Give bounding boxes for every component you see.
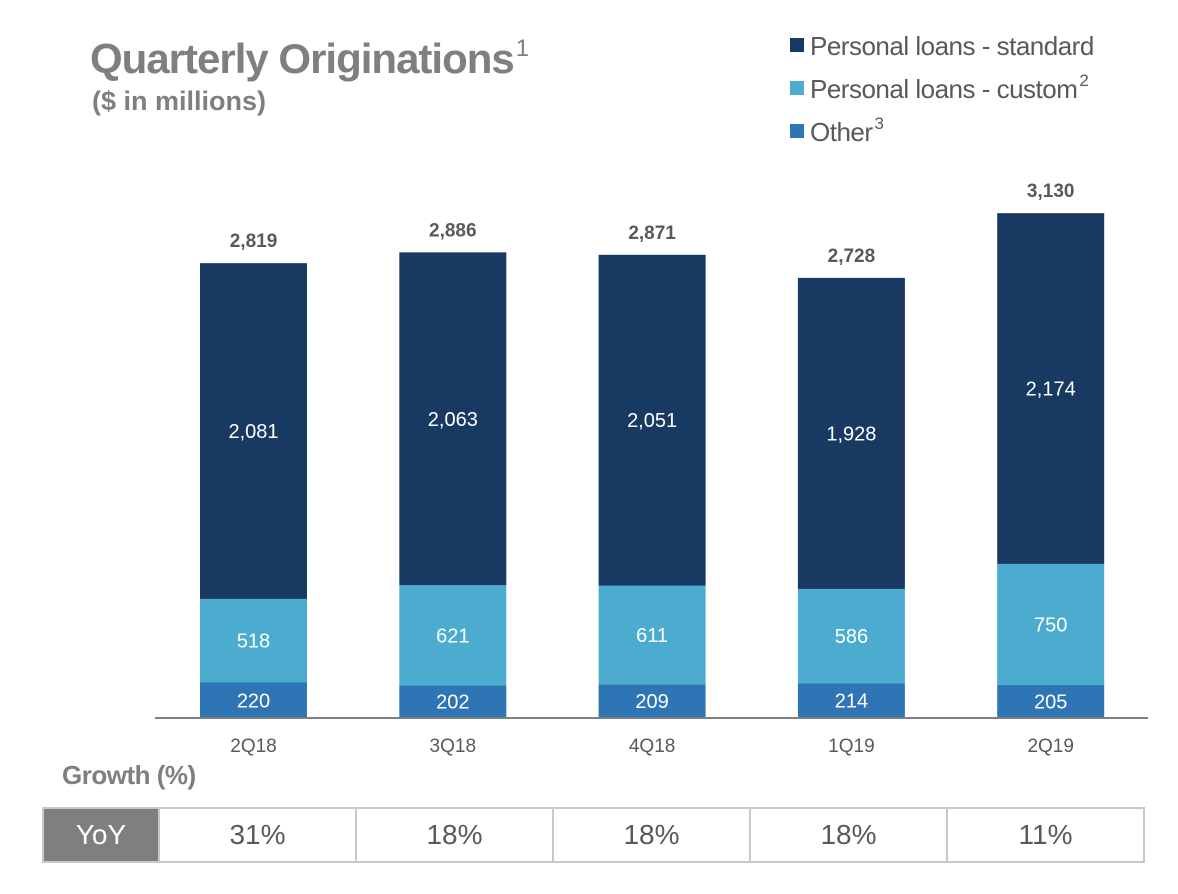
bar-segment-custom: [997, 563, 1105, 685]
growth-title: Growth (%): [62, 760, 196, 790]
x-tick-label: 2Q19: [1027, 736, 1073, 757]
bar-segment-label: 214: [835, 691, 868, 713]
growth-cell: 18%: [552, 807, 751, 863]
x-axis-labels: 2Q18 3Q18 4Q18 1Q19 2Q19: [230, 736, 1074, 757]
bar-segment-other: [797, 683, 905, 718]
bar-segment-label: 209: [635, 691, 668, 713]
bar-segment-label: 2,051: [627, 410, 677, 432]
legend-label: Personal loans - standard: [810, 31, 1094, 61]
growth-cell: 18%: [355, 807, 554, 863]
bar-segment-standard: [399, 252, 507, 586]
bar-segment-custom: [399, 585, 507, 686]
growth-table: YoY 31% 18% 18% 18% 11%: [42, 807, 1145, 863]
bar-segment-label: 2,063: [428, 409, 478, 431]
growth-cell: 31%: [158, 807, 357, 863]
bar-total-label: 3,130: [1027, 181, 1075, 202]
bar-segment-label: 621: [436, 625, 469, 647]
bar-segment-standard: [598, 254, 706, 586]
x-tick-label: 2Q18: [230, 736, 276, 757]
bar-segment-label: 202: [436, 692, 469, 714]
bar-segment-standard: [200, 263, 307, 599]
bar-segment-custom: [200, 598, 307, 683]
chart-title: Quarterly Originations: [90, 35, 514, 82]
legend-swatch: [790, 38, 804, 52]
bar-segment-label: 518: [237, 631, 270, 653]
bar-segment-standard: [997, 213, 1105, 564]
x-tick-label: 1Q19: [828, 736, 874, 757]
legend-label: Other: [810, 117, 873, 147]
legend: Personal loans - standard Personal loans …: [790, 31, 1094, 147]
bar-segment-other: [200, 682, 307, 718]
bar-total-label: 2,886: [429, 220, 477, 241]
legend-swatch: [790, 81, 804, 95]
bar-segment-label: 205: [1034, 691, 1067, 713]
chart-subtitle: ($ in millions): [92, 86, 266, 116]
growth-cell: 18%: [749, 807, 948, 863]
bar-segment-custom: [797, 588, 905, 684]
legend-label-superscript: 2: [1079, 71, 1088, 90]
bar-segment-other: [997, 684, 1105, 718]
legend-label: Personal loans - custom: [810, 74, 1077, 104]
legend-label-superscript: 3: [875, 114, 884, 133]
bar-segment-label: 750: [1034, 614, 1067, 636]
chart-title-group: Quarterly Originations 1 ($ in millions): [90, 35, 529, 116]
bar-segment-label: 611: [636, 625, 668, 647]
bars-group: 220 518 2,081 2,819 202 621 2,063 2,886 209 611 2,…: [200, 181, 1105, 718]
bar-total-label: 2,871: [628, 223, 676, 244]
bar-total-label: 2,819: [230, 231, 278, 252]
bar-segment-custom: [598, 585, 706, 685]
chart-title-superscript: 1: [516, 35, 529, 62]
stacked-bar-chart: Quarterly Originations 1 ($ in millions)…: [90, 31, 1148, 757]
bar-segment-label: 2,081: [228, 421, 278, 443]
bar-segment-other: [598, 684, 706, 718]
bar-segment-other: [399, 685, 507, 718]
bar-segment-label: 2,174: [1026, 379, 1076, 401]
x-tick-label: 3Q18: [430, 736, 476, 757]
bar-segment-label: 586: [835, 626, 868, 648]
bar-segment-label: 220: [237, 690, 270, 712]
bar-segment-label: 1,928: [826, 423, 876, 445]
growth-row-label: YoY: [42, 807, 160, 863]
growth-cell: 11%: [946, 807, 1145, 863]
legend-swatch: [790, 124, 804, 138]
bar-total-label: 2,728: [828, 246, 876, 267]
growth-row: YoY 31% 18% 18% 18% 11%: [42, 807, 1145, 863]
bar-segment-standard: [797, 277, 905, 589]
x-tick-label: 4Q18: [629, 736, 675, 757]
